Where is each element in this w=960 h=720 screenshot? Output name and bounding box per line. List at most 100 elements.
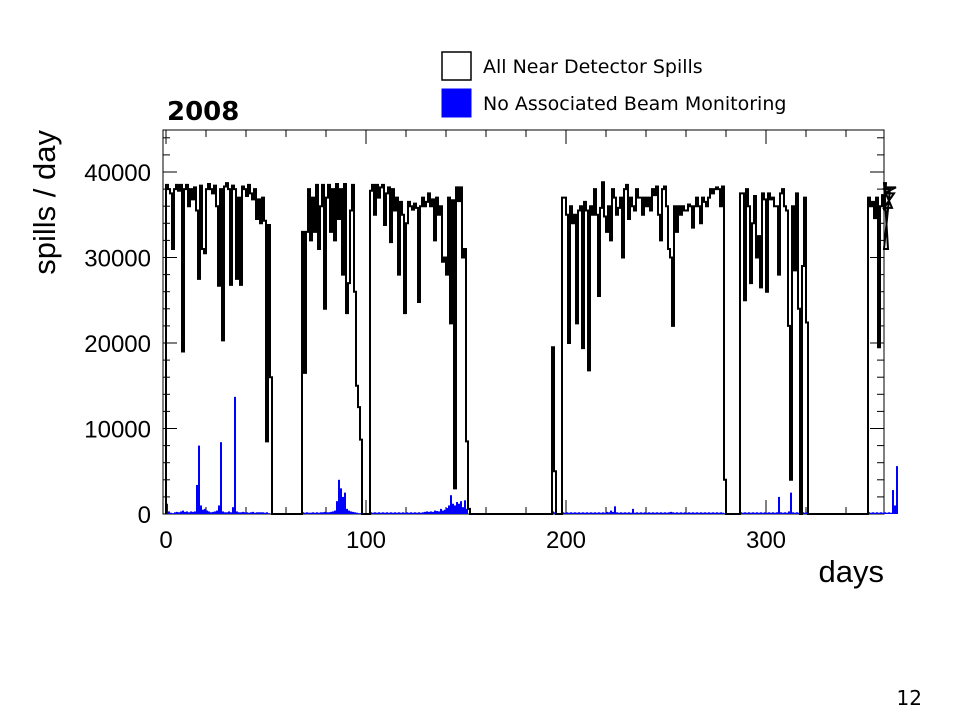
no-beam-monitoring-bar [872,512,874,514]
no-beam-monitoring-bar [712,512,714,514]
no-beam-monitoring-bar [696,512,698,514]
no-beam-monitoring-bar [646,512,648,514]
no-beam-monitoring-bar [330,511,332,514]
no-beam-monitoring-bar [236,511,238,514]
no-beam-monitoring-bar [432,511,434,514]
no-beam-monitoring-bar [640,512,642,514]
no-beam-monitoring-bar [414,512,416,514]
no-beam-monitoring-bar [566,512,568,514]
no-beam-monitoring-bar [244,512,246,514]
no-beam-monitoring-bar [782,512,784,514]
no-beam-monitoring-bar [228,511,230,514]
no-beam-monitoring-bar [450,495,452,514]
no-beam-monitoring-bar [226,512,228,514]
no-beam-monitoring-bar [202,509,204,514]
no-beam-monitoring-bar [466,508,468,514]
no-beam-monitoring-bar [796,512,798,514]
no-beam-monitoring-bar [170,512,172,514]
no-beam-monitoring-bar [350,511,352,514]
no-beam-monitoring-bar [434,510,436,514]
no-beam-monitoring-bar [208,511,210,514]
no-beam-monitoring-bar [702,512,704,514]
no-beam-monitoring-bar [700,512,702,514]
no-beam-monitoring-bar [252,511,254,514]
no-beam-monitoring-bar [384,512,386,514]
no-beam-monitoring-bar [882,512,884,514]
no-beam-monitoring-bar [720,512,722,514]
no-beam-monitoring-bar [246,512,248,514]
all-spills-step-line [165,181,897,515]
no-beam-monitoring-bar [684,512,686,514]
no-beam-monitoring-bar [602,512,604,514]
no-beam-monitoring-bar [310,512,312,514]
no-beam-monitoring-bar [444,509,446,514]
no-beam-monitoring-bar [348,510,350,514]
y-tick-label: 40000 [84,160,151,187]
no-beam-monitoring-bar [784,512,786,514]
y-tick-label: 30000 [84,246,151,273]
no-beam-monitoring-bar [230,512,232,514]
no-beam-monitoring-bar [200,505,202,514]
no-beam-monitoring-bar [632,508,634,514]
no-beam-monitoring-bar [766,512,768,514]
no-beam-monitoring-bar [198,445,200,514]
no-beam-monitoring-bar [756,512,758,514]
no-beam-monitoring-bar [406,512,408,514]
no-beam-monitoring-bar [334,510,336,514]
no-beam-monitoring-bar [374,512,376,514]
no-beam-monitoring-bar [714,512,716,514]
no-beam-monitoring-bar [248,512,250,514]
no-beam-monitoring-bar [768,512,770,514]
no-beam-monitoring-bar [704,512,706,514]
no-beam-monitoring-bar [446,508,448,514]
no-beam-monitoring-bar [706,512,708,514]
no-beam-monitoring-bar [772,512,774,514]
no-beam-monitoring-bar [328,512,330,514]
no-beam-monitoring-bar [888,512,890,514]
no-beam-monitoring-bar [192,511,194,514]
no-beam-monitoring-bar [688,512,690,514]
no-beam-monitoring-bar [190,511,192,514]
no-beam-monitoring-bar [342,496,344,514]
no-beam-monitoring-bar [894,505,896,514]
no-beam-monitoring-bar [618,512,620,514]
x-tick-label: 0 [159,527,172,554]
no-beam-monitoring-bar [792,512,794,514]
no-beam-monitoring-bar [352,511,354,514]
no-beam-monitoring-bar [710,512,712,514]
no-beam-monitoring-bar [628,512,630,514]
no-beam-monitoring-bar [620,512,622,514]
no-beam-monitoring-bar [574,512,576,514]
no-beam-monitoring-bar [224,512,226,514]
no-beam-monitoring-bar [464,500,466,514]
no-beam-monitoring-bar [674,512,676,514]
no-beam-monitoring-bar [358,513,360,514]
no-beam-monitoring-bar [588,512,590,514]
no-beam-monitoring-bar [448,505,450,514]
no-beam-monitoring-bar [748,512,750,514]
no-beam-monitoring-bar [886,512,888,514]
no-beam-monitoring-bar [594,512,596,514]
no-beam-monitoring-bar [662,512,664,514]
y-axis-title: spills / day [27,130,62,275]
no-beam-monitoring-bar [386,512,388,514]
no-beam-monitoring-bar [754,512,756,514]
no-beam-monitoring-bar [698,512,700,514]
no-beam-monitoring-bar [598,512,600,514]
no-beam-monitoring-bar [568,512,570,514]
no-beam-monitoring-bar [388,512,390,514]
no-beam-monitoring-bar [204,508,206,514]
no-beam-monitoring-bar [336,501,338,514]
no-beam-monitoring-bar [266,512,268,514]
no-beam-monitoring-bar [430,511,432,514]
no-beam-monitoring-bar [590,512,592,514]
no-beam-monitoring-bar [718,512,720,514]
no-beam-monitoring-bar [460,501,462,514]
no-beam-monitoring-bar [344,492,346,514]
no-beam-monitoring-bar [172,513,174,514]
no-beam-monitoring-bar [606,511,608,514]
no-beam-monitoring-bar [750,512,752,514]
no-beam-monitoring-bar [256,512,258,514]
no-beam-monitoring-bar [612,511,614,514]
no-beam-monitoring-bar [774,512,776,514]
